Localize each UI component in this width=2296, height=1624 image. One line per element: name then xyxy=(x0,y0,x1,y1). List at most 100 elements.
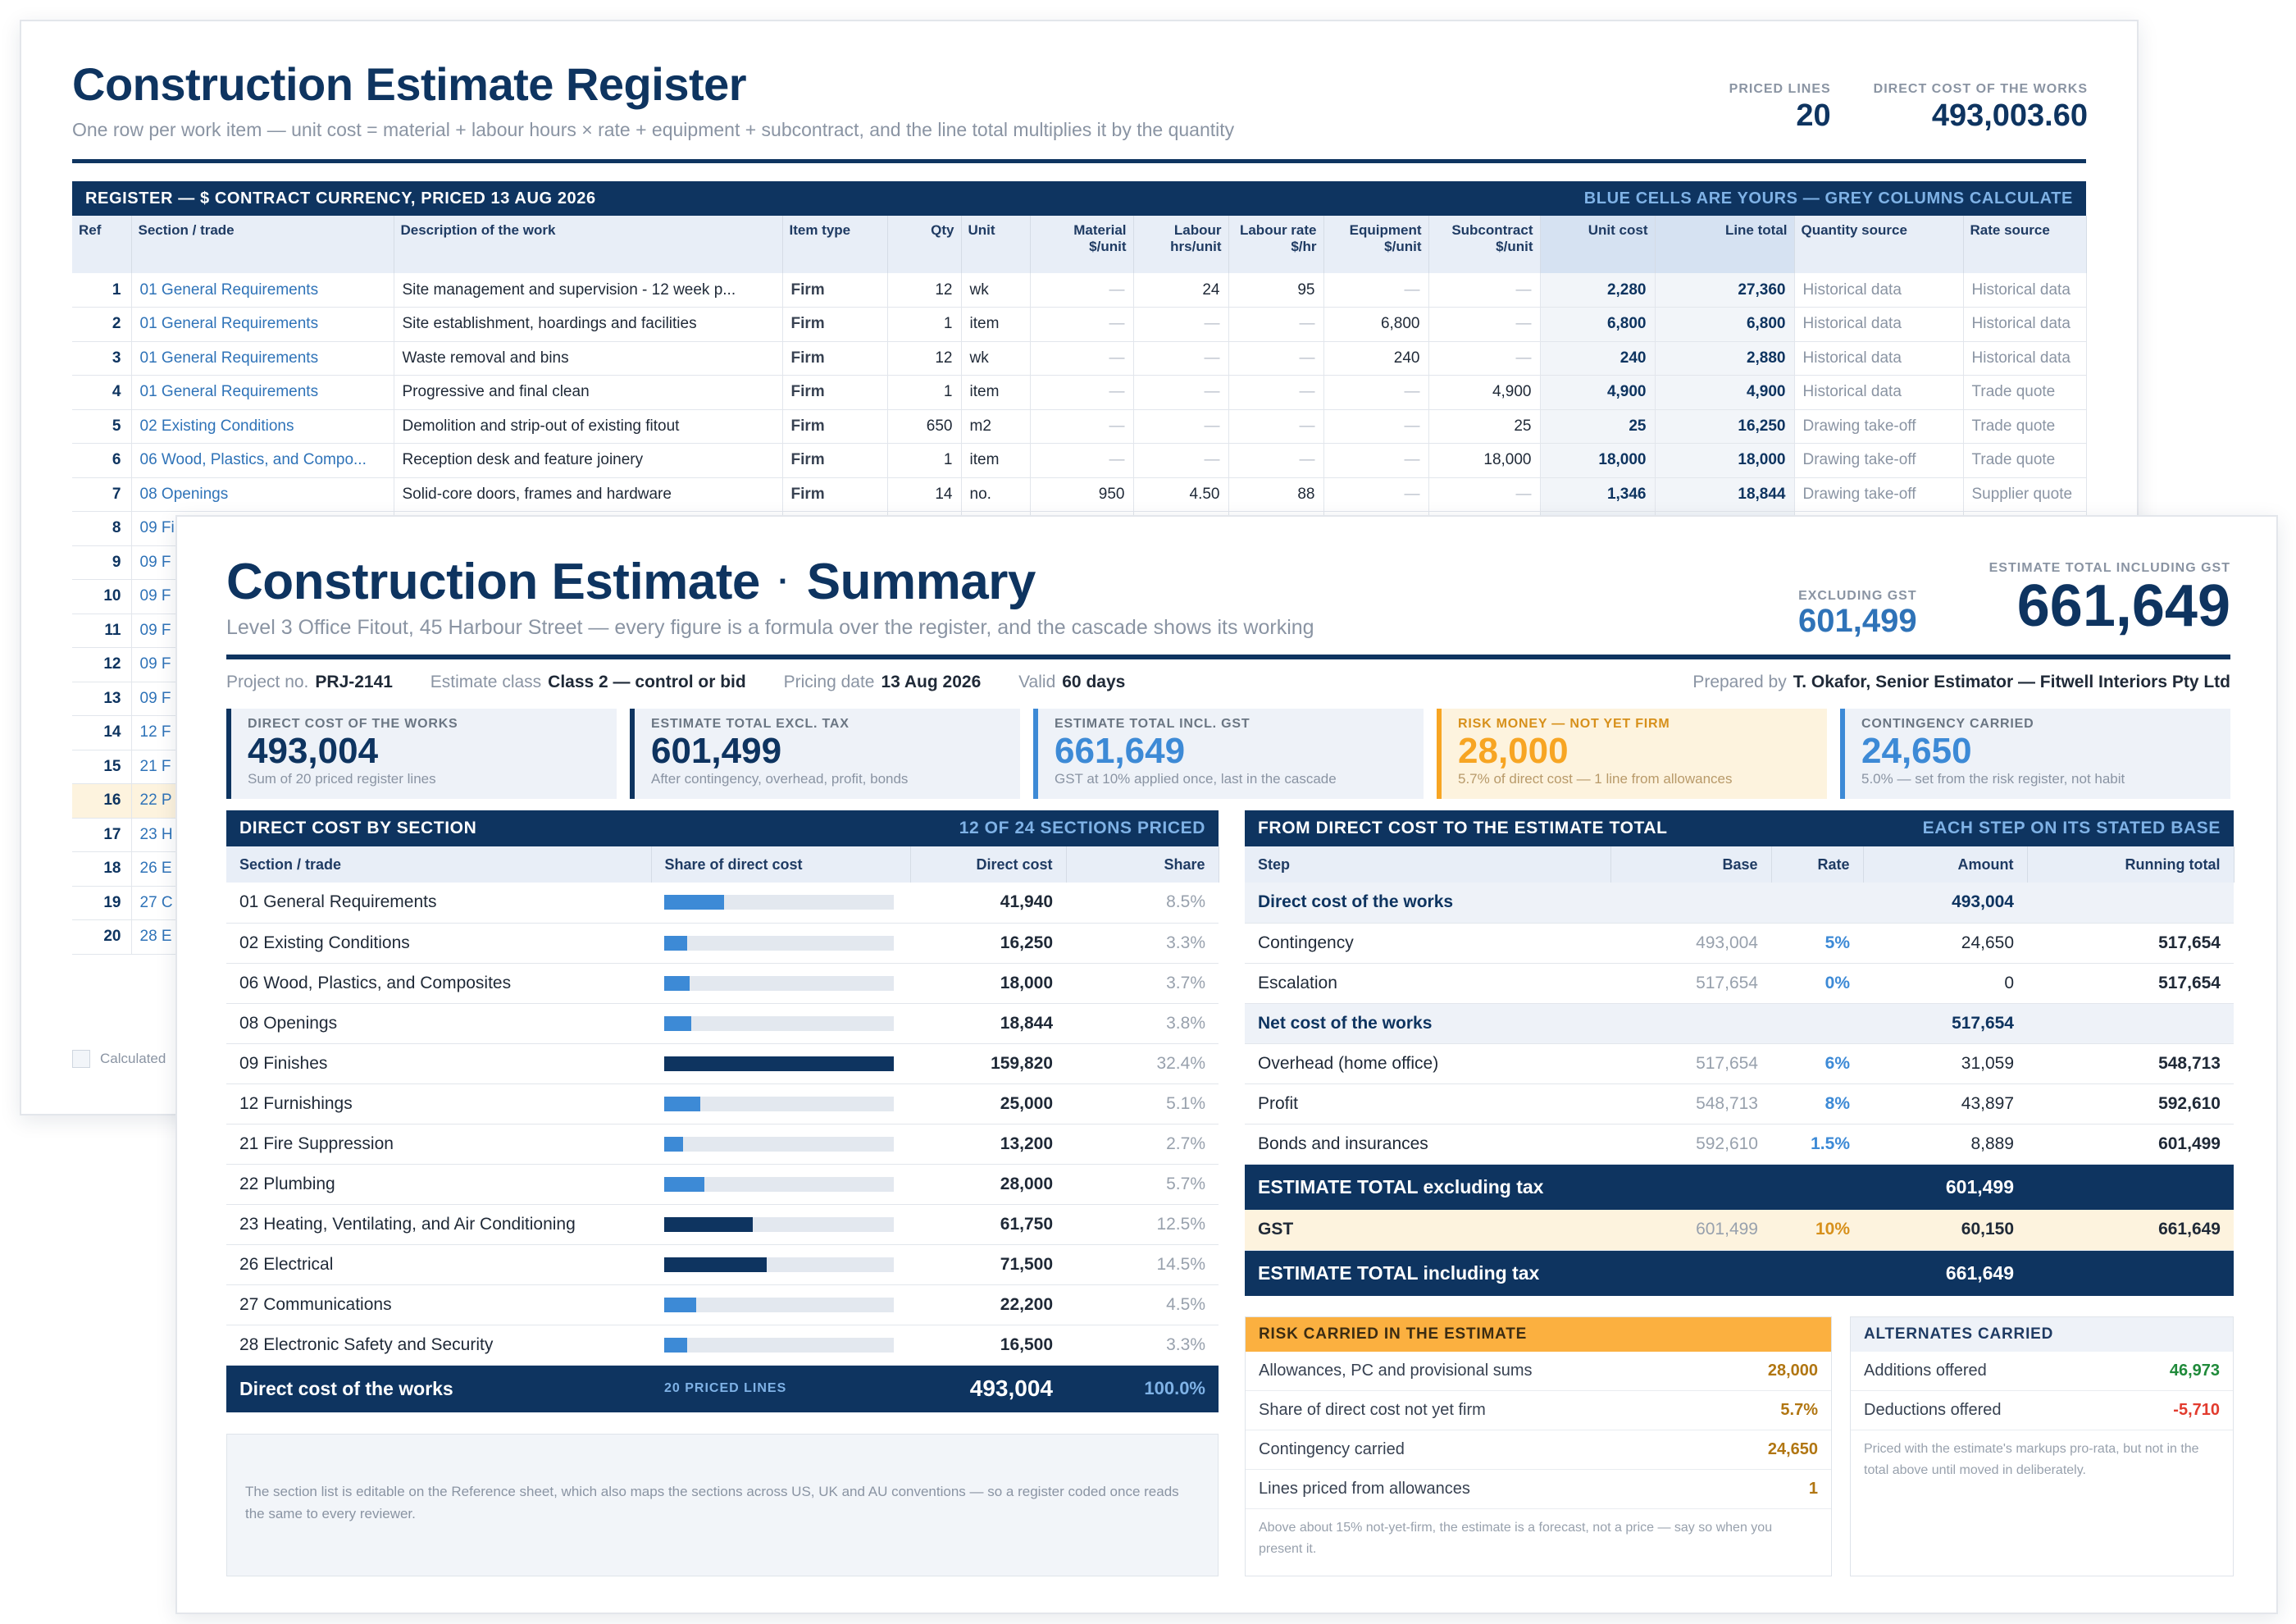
cell-lrate[interactable]: 95 xyxy=(1228,273,1324,308)
cell-unit[interactable]: item xyxy=(961,443,1031,478)
cell-ref[interactable]: 10 xyxy=(72,579,132,614)
cell-type[interactable]: Firm xyxy=(782,409,888,444)
cell-unit[interactable]: item xyxy=(961,375,1031,410)
cell-desc[interactable]: Reception desk and feature joinery xyxy=(394,443,783,478)
cell-qty[interactable]: 1 xyxy=(887,443,962,478)
cell-qsrc[interactable]: Historical data xyxy=(1794,307,1964,342)
cell-lhrs[interactable]: 4.50 xyxy=(1133,477,1229,512)
table-row[interactable]: 4 01 General Requirements Progressive and … xyxy=(72,375,2087,410)
cell-lrate[interactable]: — xyxy=(1228,409,1324,444)
cell-ucost[interactable]: 25 xyxy=(1540,409,1656,444)
cell-ref[interactable]: 16 xyxy=(72,783,132,819)
cell-unit[interactable]: item xyxy=(961,307,1031,342)
cell-mat[interactable]: — xyxy=(1030,375,1134,410)
cell-desc[interactable]: Site management and supervision - 12 wee… xyxy=(394,273,783,308)
cell-ucost[interactable]: 18,000 xyxy=(1540,443,1656,478)
cell-ucost[interactable]: 240 xyxy=(1540,341,1656,376)
cell-qty[interactable]: 1 xyxy=(887,307,962,342)
cell-desc[interactable]: Progressive and final clean xyxy=(394,375,783,410)
cell-rsrc[interactable]: Trade quote xyxy=(1963,409,2087,444)
cell-total[interactable]: 2,880 xyxy=(1655,341,1795,376)
cell-ref[interactable]: 20 xyxy=(72,919,132,955)
cell-ref[interactable]: 15 xyxy=(72,750,132,784)
cell-lrate[interactable]: — xyxy=(1228,341,1324,376)
cell-unit[interactable]: wk xyxy=(961,273,1031,308)
table-row[interactable]: 2 01 General Requirements Site establishme… xyxy=(72,307,2087,342)
cell-rsrc[interactable]: Trade quote xyxy=(1963,375,2087,410)
cell-rsrc[interactable]: Historical data xyxy=(1963,341,2087,376)
table-row[interactable]: 5 02 Existing Conditions Demolition and st… xyxy=(72,409,2087,444)
cell-sub[interactable]: — xyxy=(1428,273,1541,308)
cell-equip[interactable]: — xyxy=(1323,375,1429,410)
cell-ref[interactable]: 8 xyxy=(72,511,132,546)
cell-ref[interactable]: 9 xyxy=(72,545,132,580)
cell-mat[interactable]: — xyxy=(1030,443,1134,478)
cell-total[interactable]: 27,360 xyxy=(1655,273,1795,308)
cell-section[interactable]: 01 General Requirements xyxy=(131,341,394,376)
cell-lrate[interactable]: — xyxy=(1228,443,1324,478)
cell-rsrc[interactable]: Trade quote xyxy=(1963,443,2087,478)
cell-equip[interactable]: — xyxy=(1323,477,1429,512)
cell-mat[interactable]: — xyxy=(1030,409,1134,444)
cell-unit[interactable]: no. xyxy=(961,477,1031,512)
cell-type[interactable]: Firm xyxy=(782,273,888,308)
cell-ref[interactable]: 1 xyxy=(72,273,132,308)
cell-type[interactable]: Firm xyxy=(782,307,888,342)
cell-desc[interactable]: Waste removal and bins xyxy=(394,341,783,376)
cell-ref[interactable]: 14 xyxy=(72,715,132,750)
cell-ref[interactable]: 12 xyxy=(72,647,132,682)
cell-lrate[interactable]: — xyxy=(1228,375,1324,410)
table-row[interactable]: 6 06 Wood, Plastics, and Compo... Receptio… xyxy=(72,443,2087,478)
cell-qsrc[interactable]: Historical data xyxy=(1794,273,1964,308)
cell-ref[interactable]: 7 xyxy=(72,477,132,512)
cell-lhrs[interactable]: — xyxy=(1133,409,1229,444)
cell-lhrs[interactable]: — xyxy=(1133,307,1229,342)
cell-qsrc[interactable]: Drawing take-off xyxy=(1794,443,1964,478)
cell-sub[interactable]: — xyxy=(1428,307,1541,342)
cell-lrate[interactable]: 88 xyxy=(1228,477,1324,512)
cell-type[interactable]: Firm xyxy=(782,341,888,376)
cell-sub[interactable]: 25 xyxy=(1428,409,1541,444)
cell-qty[interactable]: 12 xyxy=(887,273,962,308)
cell-mat[interactable]: — xyxy=(1030,341,1134,376)
cell-qty[interactable]: 1 xyxy=(887,375,962,410)
cell-sub[interactable]: — xyxy=(1428,477,1541,512)
cell-equip[interactable]: 240 xyxy=(1323,341,1429,376)
cell-type[interactable]: Firm xyxy=(782,443,888,478)
cell-lhrs[interactable]: — xyxy=(1133,443,1229,478)
cell-qty[interactable]: 650 xyxy=(887,409,962,444)
cell-section[interactable]: 01 General Requirements xyxy=(131,273,394,308)
cell-ucost[interactable]: 2,280 xyxy=(1540,273,1656,308)
cell-rsrc[interactable]: Historical data xyxy=(1963,273,2087,308)
cell-desc[interactable]: Demolition and strip-out of existing fit… xyxy=(394,409,783,444)
cell-ref[interactable]: 6 xyxy=(72,443,132,478)
cell-type[interactable]: Firm xyxy=(782,477,888,512)
cell-ucost[interactable]: 1,346 xyxy=(1540,477,1656,512)
cell-sub[interactable]: 18,000 xyxy=(1428,443,1541,478)
cell-desc[interactable]: Solid-core doors, frames and hardware xyxy=(394,477,783,512)
cell-sub[interactable]: — xyxy=(1428,341,1541,376)
cell-ref[interactable]: 17 xyxy=(72,818,132,852)
cell-desc[interactable]: Site establishment, hoardings and facili… xyxy=(394,307,783,342)
cell-lhrs[interactable]: — xyxy=(1133,375,1229,410)
cell-lrate[interactable]: — xyxy=(1228,307,1324,342)
cell-section[interactable]: 01 General Requirements xyxy=(131,307,394,342)
cell-qsrc[interactable]: Drawing take-off xyxy=(1794,477,1964,512)
cell-lhrs[interactable]: 24 xyxy=(1133,273,1229,308)
table-row[interactable]: 7 08 Openings Solid-core doors, frames and… xyxy=(72,477,2087,512)
cell-equip[interactable]: — xyxy=(1323,273,1429,308)
cell-total[interactable]: 16,250 xyxy=(1655,409,1795,444)
cell-ref[interactable]: 18 xyxy=(72,851,132,887)
cell-ref[interactable]: 13 xyxy=(72,682,132,716)
cell-total[interactable]: 18,844 xyxy=(1655,477,1795,512)
cell-ref[interactable]: 4 xyxy=(72,375,132,410)
cell-unit[interactable]: m2 xyxy=(961,409,1031,444)
table-row[interactable]: 1 01 General Requirements Site management … xyxy=(72,273,2087,308)
cell-unit[interactable]: wk xyxy=(961,341,1031,376)
cell-ref[interactable]: 2 xyxy=(72,307,132,342)
cell-total[interactable]: 18,000 xyxy=(1655,443,1795,478)
cell-ucost[interactable]: 4,900 xyxy=(1540,375,1656,410)
cell-sub[interactable]: 4,900 xyxy=(1428,375,1541,410)
cell-ref[interactable]: 11 xyxy=(72,614,132,648)
cell-equip[interactable]: 6,800 xyxy=(1323,307,1429,342)
